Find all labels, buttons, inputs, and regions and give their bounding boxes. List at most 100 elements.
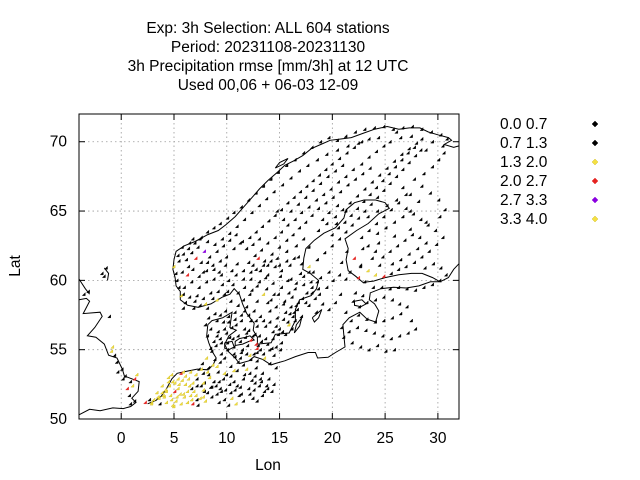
station-point — [214, 391, 219, 396]
station-point — [231, 344, 236, 349]
station-point — [230, 282, 235, 287]
station-point — [345, 182, 350, 187]
station-point — [398, 257, 403, 262]
station-point — [316, 228, 320, 233]
station-point — [232, 310, 237, 314]
station-point — [256, 343, 260, 348]
station-point — [241, 362, 245, 367]
station-point — [381, 124, 386, 129]
station-point — [170, 403, 175, 407]
station-point — [272, 213, 277, 217]
station-point — [192, 240, 197, 245]
station-point — [114, 360, 119, 364]
station-point — [315, 257, 319, 262]
station-point — [292, 157, 297, 162]
station-point — [107, 314, 111, 319]
station-point — [303, 195, 308, 199]
station-point — [356, 275, 361, 280]
station-point — [218, 336, 222, 341]
station-point — [262, 258, 267, 263]
station-point — [379, 285, 384, 289]
station-point — [254, 350, 259, 355]
station-point — [264, 286, 269, 291]
station-point — [343, 310, 348, 314]
station-point — [294, 243, 298, 248]
station-point — [370, 179, 374, 184]
station-point — [177, 391, 182, 396]
station-point — [275, 315, 279, 320]
station-point — [254, 346, 259, 350]
station-point — [357, 304, 362, 309]
station-point — [342, 220, 347, 224]
station-point — [375, 343, 380, 348]
station-point — [219, 272, 223, 277]
coastline-segment — [274, 157, 289, 169]
station-point — [317, 172, 321, 177]
station-point — [322, 250, 327, 255]
station-point — [381, 214, 386, 219]
station-point — [380, 178, 385, 183]
station-point — [411, 211, 415, 216]
station-point — [263, 336, 268, 341]
station-point — [228, 364, 233, 368]
station-point — [209, 349, 214, 353]
station-point — [329, 161, 334, 166]
station-point — [265, 342, 270, 346]
station-point — [295, 307, 299, 312]
header-line-used: Used 00,06 + 06-03 12-09 — [178, 77, 359, 94]
y-tick-label: 55 — [50, 342, 67, 359]
station-point — [306, 269, 311, 274]
station-point — [201, 296, 205, 301]
station-point — [224, 330, 229, 335]
station-point — [248, 318, 253, 323]
coastline-segment — [103, 267, 110, 281]
station-point — [231, 379, 236, 384]
station-point — [253, 229, 258, 234]
station-point — [437, 278, 442, 283]
station-point — [154, 390, 159, 395]
station-point — [348, 318, 353, 323]
station-point — [392, 233, 396, 238]
station-point — [430, 164, 434, 169]
station-point — [172, 380, 177, 385]
station-point — [345, 143, 350, 148]
y-axis-label: Lat — [7, 255, 24, 277]
station-point — [413, 288, 418, 292]
station-point — [389, 336, 393, 341]
station-point — [175, 386, 180, 391]
station-point — [348, 213, 353, 217]
station-point — [261, 318, 266, 323]
station-point — [104, 265, 108, 270]
station-point — [315, 279, 319, 284]
station-point — [221, 319, 225, 324]
station-point — [186, 376, 191, 381]
station-point — [181, 391, 185, 396]
station-point — [216, 400, 221, 405]
station-point — [143, 400, 147, 405]
station-point — [248, 337, 253, 342]
station-point — [304, 290, 309, 295]
station-point — [405, 330, 410, 335]
station-point — [244, 246, 249, 251]
y-tick-label: 70 — [50, 134, 68, 151]
station-point — [224, 254, 229, 259]
station-point — [178, 293, 183, 298]
station-point — [246, 386, 251, 391]
station-point — [404, 304, 409, 309]
station-point — [374, 221, 378, 226]
station-point — [176, 258, 181, 263]
station-point — [380, 333, 385, 338]
station-point — [359, 161, 364, 166]
station-point — [400, 167, 405, 172]
station-point — [408, 208, 412, 213]
station-point — [267, 308, 272, 313]
station-point — [278, 347, 282, 352]
station-point — [392, 159, 396, 163]
station-point — [257, 279, 261, 284]
station-point — [323, 200, 328, 205]
station-point — [115, 369, 120, 374]
station-point — [227, 335, 232, 339]
station-point — [187, 294, 192, 299]
station-point — [176, 382, 181, 386]
coastline-segment — [224, 340, 235, 351]
